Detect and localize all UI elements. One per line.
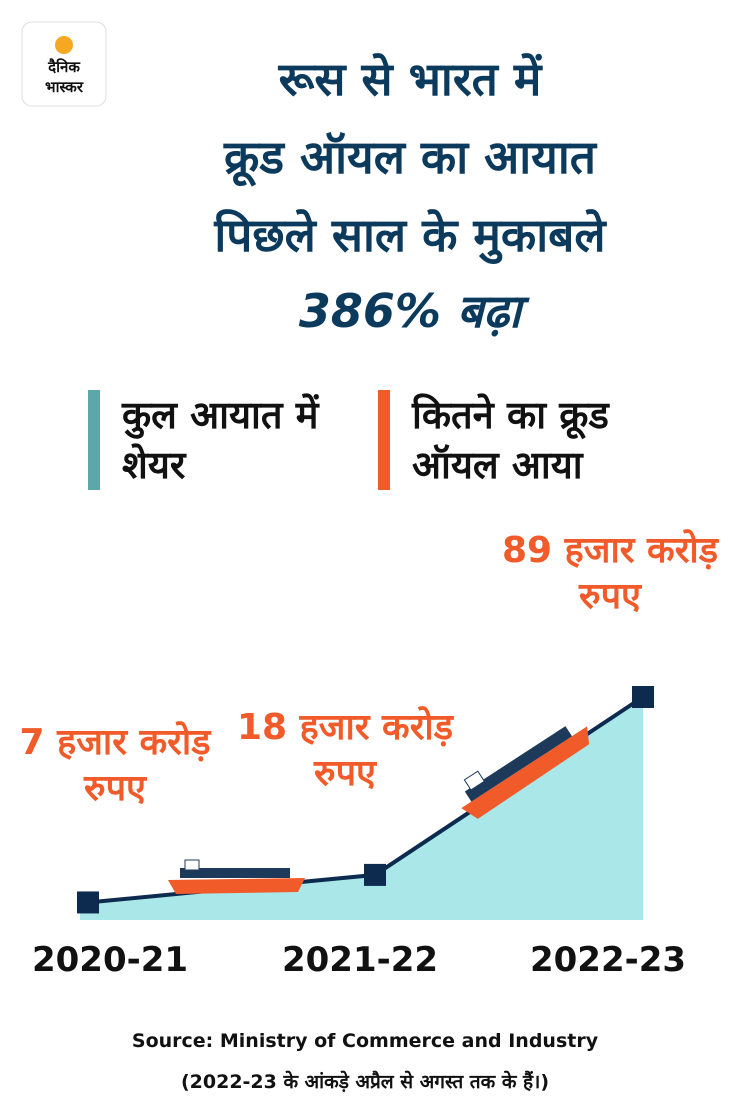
- source: Source: Ministry of Commerce and Industr…: [131, 1030, 599, 1052]
- x-tick-label: 2020-21: [31, 940, 189, 980]
- value-label: 18 हजार करोड़ रुपए: [237, 707, 453, 794]
- title-line: रूस से भारत में: [278, 52, 542, 106]
- title-line: क्रूड ऑयल का आयात: [224, 130, 596, 184]
- value-label: 89 हजार करोड़ रुपए: [502, 530, 718, 617]
- title-line: पिछले साल के मुकाबले: [214, 208, 606, 262]
- title-highlight: 386% बढ़ा: [298, 284, 522, 338]
- note: (2022-23 के आंकड़े अप्रैल से अगस्त तक के…: [180, 1071, 550, 1093]
- value-label: 7 हजार करोड़ रुपए: [19, 722, 211, 809]
- logo-box: [21, 21, 107, 107]
- point: [364, 863, 386, 886]
- area: [80, 697, 643, 920]
- legend-item: कितने का क्रूड ऑयल आया: [378, 390, 662, 490]
- x-tick-label: 2022-23: [529, 940, 687, 980]
- x-tick-label: 2021-22: [281, 940, 439, 980]
- logo-sun: [55, 36, 73, 54]
- logo-text: भास्कर: [45, 78, 84, 96]
- ship: [168, 859, 305, 894]
- legend-item: कुल आयात में शेयर: [88, 390, 372, 490]
- point: [632, 686, 654, 708]
- ship: [461, 726, 590, 819]
- point: [77, 891, 99, 914]
- logo-text: दैनिक: [47, 58, 81, 76]
